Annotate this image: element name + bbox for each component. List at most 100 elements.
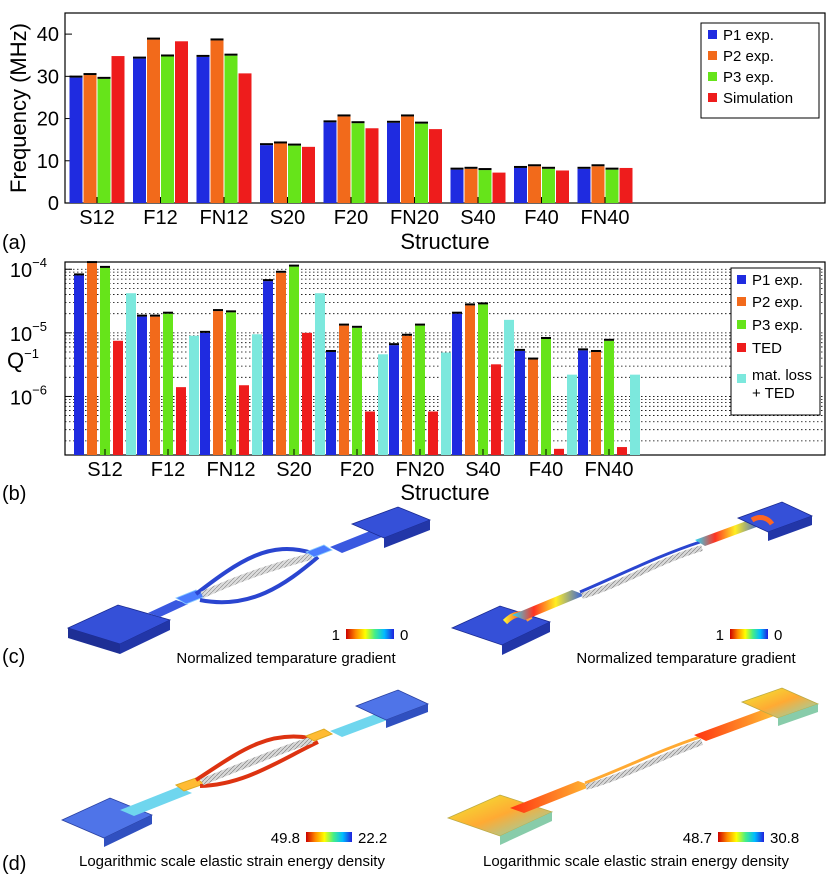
dissipation-legend: P1 exp. P2 exp. P3 exp. TED mat. loss + TED — [730, 267, 821, 416]
bar-p1-exp-s12 — [74, 275, 84, 455]
error-bar-p1-exp-f40 — [514, 165, 527, 168]
dissipation-x-tick-label: S12 — [87, 459, 123, 481]
error-bar-p2-exp-s12 — [83, 73, 97, 76]
error-bar-p3-exp-f20 — [352, 325, 362, 328]
error-bar-p3-exp-s12 — [97, 76, 111, 79]
frequency-x-tick-label: F12 — [143, 207, 177, 229]
bar-p3-exp-f20 — [351, 123, 365, 203]
legend-label-p2-exp: P2 exp. — [752, 294, 803, 311]
error-bar-p3-exp-fn40 — [604, 338, 614, 341]
error-bar-p2-exp-fn12 — [213, 309, 223, 312]
bar-simulation-f40 — [556, 170, 569, 203]
bar-p2-exp-fn12 — [213, 311, 223, 455]
bar-mat-loss-ted-fn12 — [252, 334, 262, 455]
legend-label-mat-loss-ted: mat. loss + TED — [752, 367, 812, 402]
dissipation-y-tick-label: 10−6 — [10, 382, 47, 409]
bar-p3-exp-fn12 — [224, 55, 238, 204]
dissipation-x-tick-label: FN12 — [207, 459, 256, 481]
error-bar-p2-exp-fn12 — [210, 38, 224, 41]
error-bar-p3-exp-s12 — [100, 265, 110, 268]
tuning-fork-mesh-center — [200, 552, 313, 599]
bar-p1-exp-f40 — [514, 167, 527, 203]
bar-simulation-fn20 — [429, 129, 442, 203]
bar-mat-loss-ted-s40 — [504, 319, 514, 455]
error-bar-p1-exp-fn40 — [577, 166, 591, 169]
dissipation-y-tick-label: 10−5 — [10, 319, 47, 346]
bar-p2-exp-f20 — [337, 116, 351, 203]
error-bar-p2-exp-f20 — [337, 114, 351, 117]
tuning-fork-mesh-center — [585, 739, 704, 790]
error-bar-p3-exp-f12 — [163, 311, 173, 314]
error-bar-p3-exp-fn12 — [226, 310, 236, 313]
support-beam-right — [330, 531, 382, 553]
bar-p3-exp-s20 — [289, 266, 299, 455]
panel-label-b: (b) — [2, 483, 26, 505]
colorscale-bar — [306, 832, 352, 842]
bar-mat-loss-ted-fn40 — [630, 374, 640, 455]
support-beam-left — [512, 590, 585, 620]
dissipation-y-axis-label: Q−1 — [7, 346, 39, 373]
colorscale-min-label: 0 — [400, 627, 408, 644]
bar-p1-exp-f12 — [133, 58, 146, 203]
panel-label-a: (a) — [2, 232, 26, 254]
error-bar-p1-exp-f12 — [137, 314, 147, 317]
dissipation-x-tick-label: F40 — [529, 459, 563, 481]
bar-simulation-s12 — [111, 56, 125, 203]
colorscale-bar — [730, 629, 768, 639]
bar-ted-f40 — [554, 448, 564, 455]
error-bar-p3-exp-f20 — [351, 121, 365, 124]
error-bar-p2-exp-fn20 — [401, 114, 414, 117]
bar-p3-exp-s12 — [97, 78, 111, 203]
error-bar-p1-exp-f20 — [323, 120, 337, 123]
error-bar-p3-exp-s20 — [288, 143, 301, 146]
colorscale-max-label: 1 — [716, 627, 724, 644]
bar-ted-s12 — [113, 340, 123, 455]
bar-p3-exp-fn20 — [415, 123, 428, 203]
error-bar-p1-exp-fn40 — [578, 348, 588, 351]
bar-ted-s20 — [302, 332, 312, 455]
bar-p1-exp-fn20 — [389, 345, 399, 455]
support-beam-left — [148, 600, 188, 617]
dissipation-chart: 10−4 10−5 10−6 S12 F12 FN12 S20 F20 FN20 S40 F40 F… — [2, 255, 826, 505]
legend-label-p1-exp: P1 exp. — [723, 27, 774, 44]
frequency-y-ticks: 0 10 20 30 40 — [37, 24, 72, 215]
bar-ted-fn12 — [239, 385, 249, 455]
legend-swatch-p2-exp — [737, 297, 746, 306]
error-bar-p1-exp-fn20 — [387, 120, 400, 123]
frequency-plot-frame — [64, 12, 826, 204]
frequency-y-tick-label: 30 — [37, 66, 59, 88]
bar-mat-loss-ted-s12 — [126, 293, 136, 455]
error-bar-p1-exp-s12 — [74, 273, 84, 276]
bar-p3-exp-fn40 — [604, 340, 614, 455]
bar-p1-exp-f20 — [326, 351, 336, 455]
dissipation-x-tick-label: F12 — [151, 459, 185, 481]
bar-p2-exp-f12 — [147, 39, 160, 203]
bar-mat-loss-ted-fn20 — [441, 352, 451, 455]
bar-p2-exp-s40 — [464, 168, 478, 203]
frequency-x-tick-label: S40 — [460, 207, 496, 229]
error-bar-p2-exp-s20 — [274, 141, 287, 144]
caption-strain-energy-density: Logarithmic scale elastic strain energy … — [79, 853, 385, 870]
error-bar-p3-exp-s20 — [289, 264, 299, 267]
tuning-fork-tine-upper — [579, 540, 701, 594]
tuning-fork-tine-upper — [584, 735, 701, 785]
bar-p1-exp-fn12 — [200, 332, 210, 455]
legend-swatch-p3-exp — [737, 320, 746, 329]
bar-p3-exp-f12 — [163, 313, 173, 455]
bar-p3-exp-f20 — [352, 327, 362, 455]
bar-simulation-s20 — [302, 146, 315, 203]
dissipation-x-axis-label: Structure — [400, 480, 489, 505]
legend-swatch-p1-exp — [737, 275, 746, 284]
error-bar-p2-exp-s40 — [465, 303, 475, 306]
legend-swatch-p1-exp — [708, 30, 717, 39]
error-bar-p3-exp-f40 — [541, 337, 551, 340]
legend-swatch-ted — [737, 343, 746, 352]
bar-p2-exp-f12 — [150, 316, 160, 455]
frequency-x-tick-label: F20 — [334, 207, 368, 229]
error-bar-p3-exp-s40 — [478, 168, 492, 171]
frequency-y-tick-label: 40 — [37, 24, 59, 46]
support-beam-left — [510, 781, 592, 813]
tuning-fork-tine-upper — [194, 547, 313, 596]
bar-p1-exp-fn40 — [577, 168, 591, 203]
frequency-x-tick-label: S20 — [270, 207, 306, 229]
